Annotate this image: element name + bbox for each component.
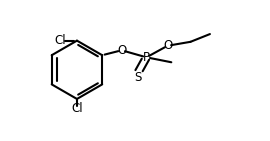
Text: P: P — [143, 51, 150, 64]
Text: O: O — [163, 39, 172, 52]
Text: Cl: Cl — [54, 34, 66, 47]
Text: S: S — [134, 70, 141, 84]
Text: Cl: Cl — [71, 102, 83, 115]
Text: O: O — [117, 44, 126, 57]
